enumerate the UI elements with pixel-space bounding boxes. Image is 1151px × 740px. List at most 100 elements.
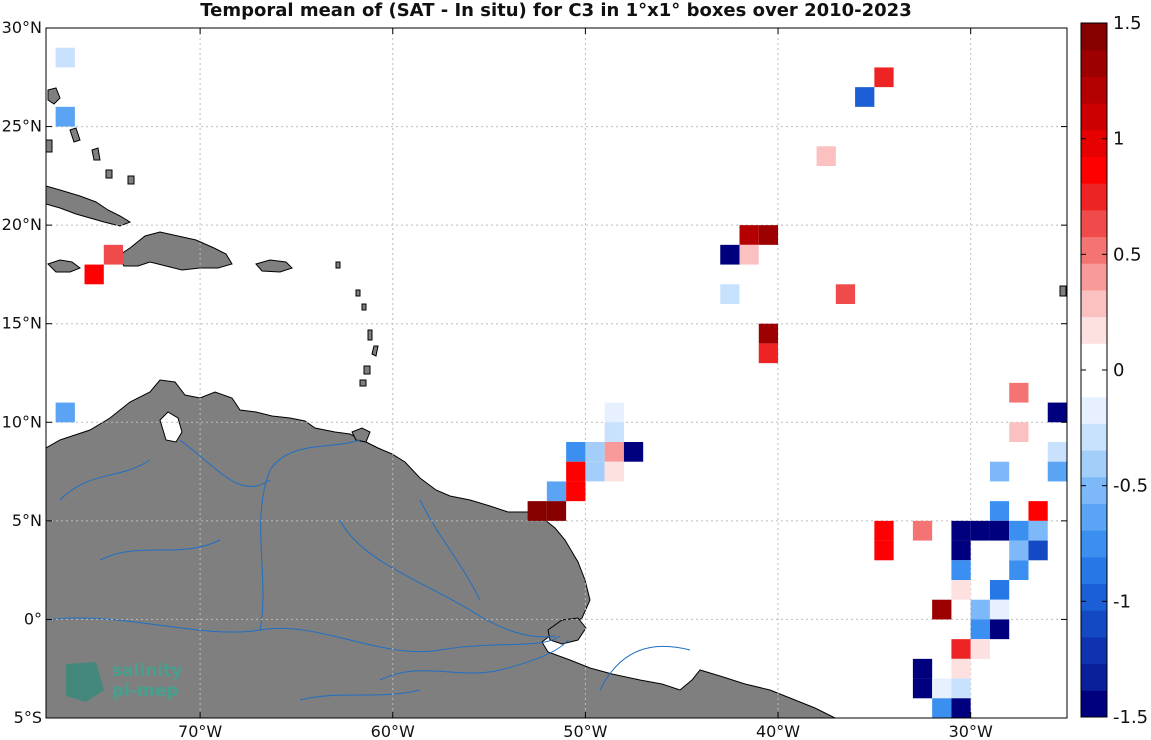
data-cell (604, 442, 624, 462)
data-cell (1009, 422, 1029, 442)
salinity-pimep-logo: salinity pi-mep (66, 661, 182, 702)
cuba-land (46, 185, 132, 227)
colorbar-segment (1081, 636, 1107, 665)
data-cell (874, 67, 894, 88)
data-cell (1047, 461, 1067, 482)
data-cell (951, 540, 971, 561)
data-cell (55, 402, 75, 423)
data-cell (720, 284, 740, 304)
data-cell (84, 264, 104, 285)
y-tick-label: 15°N (2, 314, 42, 333)
data-cell (989, 599, 1010, 620)
colorbar-segment (1081, 610, 1107, 638)
colorbar-segment (1081, 289, 1107, 318)
colorbar-segment (1081, 23, 1107, 51)
data-cell (989, 520, 1010, 541)
data-cell (951, 560, 971, 580)
logo-icon (66, 662, 104, 702)
data-cell (912, 520, 933, 541)
data-cell (758, 323, 779, 344)
colorbar-segment (1081, 156, 1107, 184)
data-cell (1028, 540, 1048, 561)
y-axis-ticks: 30°N 25°N 20°N 15°N 10°N 5°N 0° 5°S (2, 18, 1067, 727)
colorbar-segment (1081, 263, 1107, 291)
colorbar-segment (1081, 583, 1107, 611)
data-cell (951, 639, 971, 659)
data-cell (874, 540, 894, 561)
data-cell (103, 244, 124, 265)
colorbar-segment (1081, 49, 1107, 77)
data-cell (1009, 501, 1029, 521)
colorbar-segment (1081, 396, 1107, 424)
colorbar-segment (1081, 530, 1107, 558)
data-cell (527, 501, 547, 521)
data-cell (835, 284, 856, 304)
colorbar-tick-label: 0.5 (1113, 244, 1142, 265)
data-cell (855, 87, 875, 107)
data-cell (1028, 520, 1048, 541)
colorbar-segment (1081, 76, 1107, 104)
data-cell (816, 146, 836, 166)
data-cell (951, 520, 971, 541)
x-axis-ticks: 70°W 60°W 50°W 40°W 30°W (178, 28, 993, 740)
plot-frame (45, 27, 1068, 719)
colorbar-segment (1081, 450, 1107, 478)
colorbar-segment (1081, 103, 1107, 131)
data-cell (604, 461, 624, 482)
data-cell (566, 481, 586, 502)
data-cell (970, 520, 990, 541)
colorbar-segment (1081, 556, 1107, 585)
data-cell (55, 47, 75, 68)
colorbar-segment (1081, 236, 1107, 264)
y-tick-label: 25°N (2, 117, 42, 136)
data-cell (912, 678, 933, 699)
colorbar-tick-label: -0.5 (1113, 476, 1148, 497)
colorbar-segment (1081, 503, 1107, 531)
colorbar-segment (1081, 183, 1107, 211)
data-cell (989, 501, 1010, 521)
jamaica-land (47, 259, 82, 273)
x-tick-label: 30°W (949, 722, 993, 740)
data-cell (970, 619, 990, 640)
colorbar-tick-label: 1.5 (1113, 13, 1142, 34)
x-tick-label: 70°W (178, 722, 222, 740)
colorbar-segment (1081, 663, 1107, 691)
data-cell (951, 580, 971, 600)
data-cell (604, 402, 624, 423)
data-cell (546, 501, 567, 521)
data-cells (55, 47, 1067, 718)
colorbar (1081, 23, 1107, 718)
data-cell (951, 678, 971, 699)
colorbar-segment (1081, 690, 1107, 718)
data-cell (55, 106, 75, 127)
data-cell (566, 461, 586, 482)
rivers (46, 439, 691, 701)
logo-line1: salinity (112, 661, 182, 681)
data-cell (585, 442, 605, 462)
y-tick-label: 0° (24, 609, 42, 628)
puerto-rico-land (255, 259, 293, 273)
data-cell (623, 442, 644, 462)
data-cell (1009, 540, 1029, 561)
data-cell (989, 619, 1010, 640)
colorbar-segment (1081, 370, 1107, 398)
y-tick-label: 30°N (2, 18, 42, 37)
data-cell (1009, 560, 1029, 580)
data-cell (1009, 520, 1029, 541)
y-tick-label: 5°S (14, 708, 42, 727)
colorbar-tick-label: 1 (1113, 129, 1124, 150)
x-tick-label: 40°W (756, 722, 800, 740)
south-america-land (46, 379, 836, 718)
x-tick-label: 50°W (563, 722, 607, 740)
colorbar-segment (1081, 476, 1107, 504)
data-cell (989, 580, 1010, 600)
colorbar-segment (1081, 129, 1107, 157)
data-cell (932, 698, 952, 718)
data-cell (1047, 442, 1067, 462)
data-cell (739, 225, 759, 245)
data-cell (951, 658, 971, 679)
trinidad-land (351, 427, 371, 443)
data-cell (970, 599, 990, 620)
data-cell (604, 422, 624, 442)
